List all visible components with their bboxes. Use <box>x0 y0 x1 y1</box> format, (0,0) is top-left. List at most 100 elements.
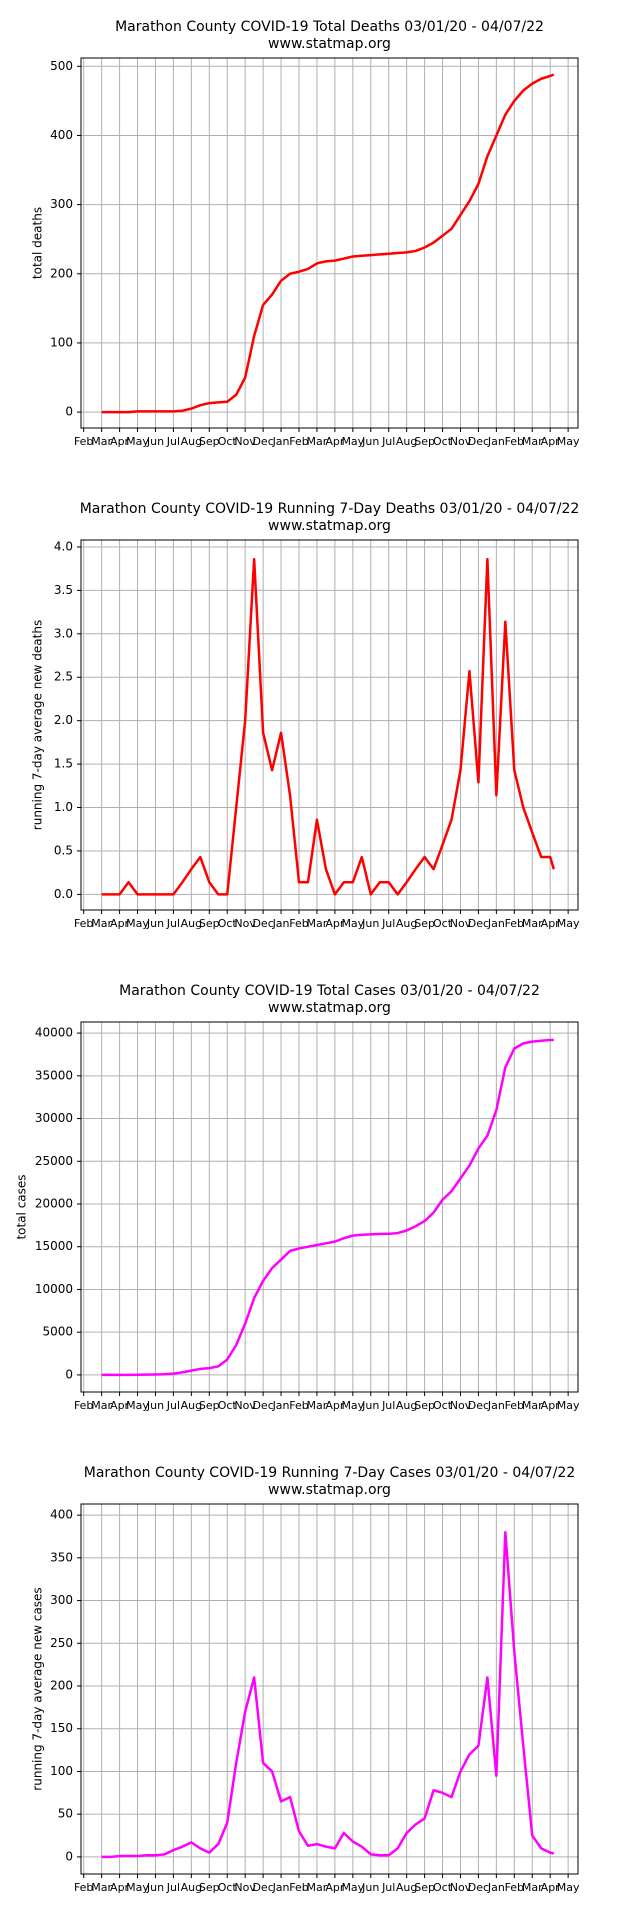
y-tick-label: 40000 <box>35 1026 73 1040</box>
x-tick-label: Nov <box>450 1399 472 1412</box>
x-tick-label: Mar <box>522 917 543 930</box>
y-axis-label: running 7-day average new cases <box>31 1587 45 1790</box>
x-tick-label: Nov <box>234 435 256 448</box>
x-tick-label: Apr <box>325 435 345 448</box>
y-tick-label: 100 <box>50 1764 73 1778</box>
x-tick-label: Jun <box>146 1399 164 1412</box>
chart-title: Marathon County COVID-19 Running 7-Day C… <box>84 1465 576 1481</box>
x-tick-label: Dec <box>468 1399 489 1412</box>
x-tick-label: Feb <box>289 917 308 930</box>
x-tick-label: Feb <box>289 1881 308 1894</box>
y-tick-label: 100 <box>50 335 73 349</box>
plot-frame <box>80 57 579 429</box>
plot-frame <box>80 539 579 911</box>
x-tick-label: May <box>557 1399 580 1412</box>
x-tick-label: Sep <box>199 1881 220 1894</box>
chart-title: Marathon County COVID-19 Total Cases 03/… <box>119 983 540 999</box>
x-tick-label: Dec <box>252 1399 273 1412</box>
y-axis-label: running 7-day average new deaths <box>31 620 45 830</box>
x-tick-label: Dec <box>468 435 489 448</box>
x-tick-label: Aug <box>181 435 202 448</box>
x-tick-label: Nov <box>234 1881 256 1894</box>
x-tick-label: Oct <box>433 917 453 930</box>
x-tick-label: Sep <box>199 917 220 930</box>
x-tick-label: Mar <box>522 1399 543 1412</box>
x-tick-label: Jan <box>487 1881 505 1894</box>
x-tick-label: Jan <box>272 1881 290 1894</box>
x-tick-label: May <box>557 917 580 930</box>
x-tick-label: Jul <box>166 1881 180 1894</box>
x-tick-label: Jun <box>361 1399 379 1412</box>
chart-title: Marathon County COVID-19 Total Deaths 03… <box>115 19 544 35</box>
x-tick-label: Jan <box>272 1399 290 1412</box>
y-tick-label: 200 <box>50 266 73 280</box>
y-tick-label: 0 <box>65 405 73 419</box>
x-tick-label: Apr <box>541 435 561 448</box>
y-tick-label: 1.5 <box>54 757 73 771</box>
x-tick-label: Sep <box>414 1881 435 1894</box>
y-tick-label: 300 <box>50 1593 73 1607</box>
x-tick-label: Feb <box>74 435 93 448</box>
y-tick-label: 1.0 <box>54 800 73 814</box>
y-tick-label: 4.0 <box>54 539 73 553</box>
y-tick-label: 20000 <box>35 1197 73 1211</box>
x-tick-label: Aug <box>396 1399 417 1412</box>
y-tick-label: 30000 <box>35 1111 73 1125</box>
x-tick-label: Dec <box>252 435 273 448</box>
y-tick-label: 3.0 <box>54 626 73 640</box>
x-tick-label: Mar <box>91 435 112 448</box>
x-tick-label: Mar <box>91 1399 112 1412</box>
x-tick-label: Feb <box>505 917 524 930</box>
data-line <box>101 73 555 414</box>
x-tick-label: Jun <box>146 917 164 930</box>
x-tick-label: Nov <box>450 1881 472 1894</box>
x-tick-label: Oct <box>433 1399 453 1412</box>
y-tick-label: 2.0 <box>54 713 73 727</box>
x-tick-label: Feb <box>74 917 93 930</box>
x-tick-label: Jul <box>381 435 395 448</box>
chart-subtitle: www.statmap.org <box>268 518 391 534</box>
x-tick-label: Apr <box>325 1399 345 1412</box>
y-tick-label: 3.5 <box>54 583 73 597</box>
chart-subtitle: www.statmap.org <box>268 1482 391 1498</box>
x-tick-label: Nov <box>450 917 472 930</box>
x-tick-label: Jan <box>487 917 505 930</box>
y-tick-label: 0.0 <box>54 887 73 901</box>
x-tick-label: Dec <box>468 1881 489 1894</box>
x-tick-label: Oct <box>218 435 238 448</box>
x-tick-label: Feb <box>505 1881 524 1894</box>
x-tick-label: Feb <box>74 1881 93 1894</box>
y-axis-label: total deaths <box>31 207 45 279</box>
x-tick-label: Sep <box>414 917 435 930</box>
data-line <box>101 1530 555 1859</box>
x-tick-label: Sep <box>199 1399 220 1412</box>
x-tick-label: Jul <box>166 435 180 448</box>
x-tick-label: Aug <box>396 1881 417 1894</box>
x-tick-label: Mar <box>307 1881 328 1894</box>
x-tick-label: May <box>126 1881 149 1894</box>
y-tick-label: 50 <box>58 1807 73 1821</box>
x-tick-label: May <box>341 1881 364 1894</box>
x-tick-label: Sep <box>199 435 220 448</box>
x-tick-label: Apr <box>541 917 561 930</box>
chart-subtitle: www.statmap.org <box>268 1000 391 1016</box>
x-tick-label: Aug <box>181 1399 202 1412</box>
plot-frame <box>80 1021 579 1393</box>
x-tick-label: Oct <box>218 1881 238 1894</box>
chart-title: Marathon County COVID-19 Running 7-Day D… <box>80 501 580 517</box>
x-tick-label: Jul <box>381 1881 395 1894</box>
y-tick-label: 300 <box>50 197 73 211</box>
x-tick-label: May <box>341 917 364 930</box>
x-tick-label: Dec <box>468 917 489 930</box>
x-tick-label: Jul <box>381 1399 395 1412</box>
y-tick-label: 250 <box>50 1636 73 1650</box>
x-tick-label: May <box>341 1399 364 1412</box>
x-tick-label: Nov <box>450 435 472 448</box>
x-tick-label: Feb <box>289 1399 308 1412</box>
y-tick-label: 0 <box>65 1849 73 1863</box>
y-tick-label: 0 <box>65 1367 73 1381</box>
x-tick-label: Sep <box>414 435 435 448</box>
x-tick-label: Aug <box>181 917 202 930</box>
